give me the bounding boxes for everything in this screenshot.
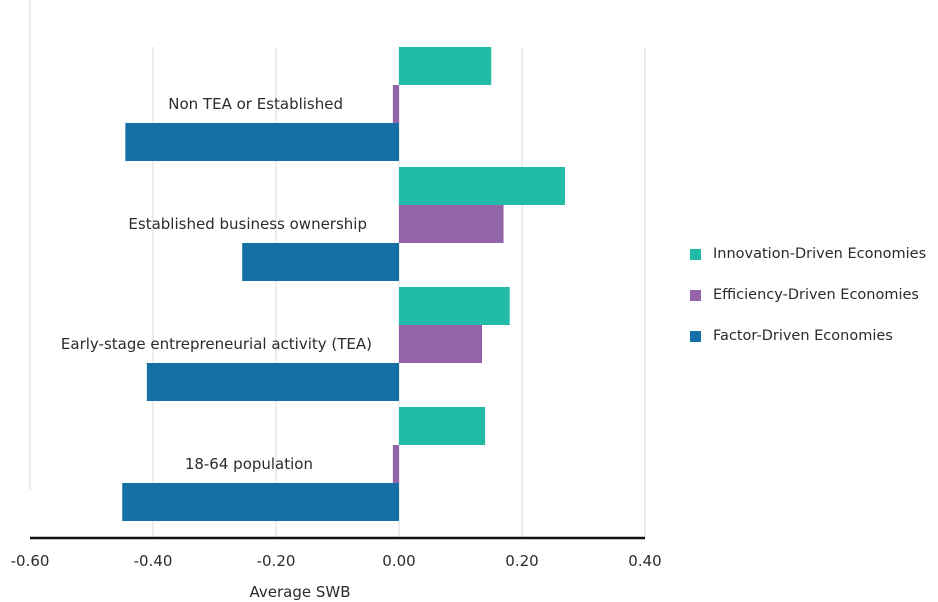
legend-item-efficiency: Efficiency-Driven Economies: [690, 285, 938, 305]
category-labels: Non TEA or Established Established busine…: [61, 95, 372, 473]
bar-factor-driven-economies-established-business-ownership: [242, 243, 399, 281]
category-label: Established business ownership: [128, 215, 367, 233]
category-label: Early-stage entrepreneurial activity (TE…: [61, 335, 372, 353]
x-tick-label: 0.00: [382, 552, 415, 570]
legend-label-innovation: Innovation-Driven Economies: [713, 246, 927, 262]
x-tick-label: 0.20: [505, 552, 538, 570]
bar-innovation-driven-economies-non-tea-or-established: [399, 47, 492, 85]
x-tick-label: -0.40: [134, 552, 173, 570]
x-tick-label: -0.20: [257, 552, 296, 570]
category-label: 18-64 population: [185, 455, 313, 473]
bars: [122, 47, 566, 521]
x-tick-label: 0.40: [628, 552, 661, 570]
legend-swatch-factor: [690, 330, 701, 342]
legend-item-factor: Factor-Driven Economies: [690, 326, 938, 346]
bar-efficiency-driven-economies-18-64-population: [392, 445, 399, 483]
legend-swatch-efficiency: [690, 289, 701, 301]
bar-efficiency-driven-economies-early-stage-entrepreneurial-activity-tea: [399, 325, 483, 363]
legend-label-factor: Factor-Driven Economies: [713, 328, 893, 344]
legend-label-efficiency: Efficiency-Driven Economies: [713, 287, 919, 303]
bar-innovation-driven-economies-established-business-ownership: [399, 167, 566, 205]
bar-factor-driven-economies-non-tea-or-established: [125, 123, 399, 161]
legend: Innovation-Driven Economies Efficiency-D…: [690, 244, 938, 367]
legend-item-innovation: Innovation-Driven Economies: [690, 244, 938, 264]
bar-factor-driven-economies-early-stage-entrepreneurial-activity-tea: [146, 363, 399, 401]
bar-innovation-driven-economies-early-stage-entrepreneurial-activity-tea: [399, 287, 510, 325]
bar-innovation-driven-economies-18-64-population: [399, 407, 486, 445]
x-tick-label: -0.60: [11, 552, 50, 570]
category-label: Non TEA or Established: [168, 95, 343, 113]
legend-swatch-innovation: [690, 248, 701, 260]
x-axis-title: Average SWB: [249, 583, 350, 601]
bar-efficiency-driven-economies-non-tea-or-established: [392, 85, 399, 123]
x-tick-labels: -0.60 -0.40 -0.20 0.00 0.20 0.40: [11, 552, 662, 570]
bar-efficiency-driven-economies-established-business-ownership: [399, 205, 504, 243]
bar-factor-driven-economies-18-64-population: [122, 483, 399, 521]
